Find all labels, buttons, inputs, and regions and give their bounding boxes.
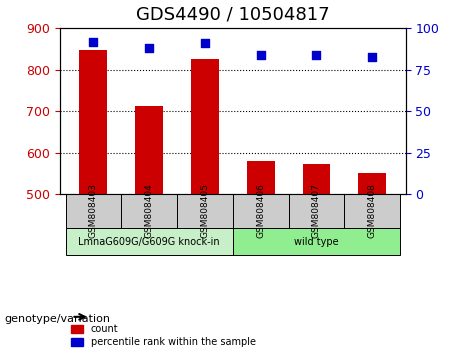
Point <box>90 39 97 44</box>
Point <box>257 52 264 58</box>
FancyBboxPatch shape <box>121 194 177 228</box>
FancyBboxPatch shape <box>233 194 289 228</box>
FancyBboxPatch shape <box>289 194 344 228</box>
Text: GSM808408: GSM808408 <box>368 183 377 238</box>
FancyBboxPatch shape <box>177 194 233 228</box>
Bar <box>191 59 219 194</box>
Text: GSM808405: GSM808405 <box>201 183 209 238</box>
Point <box>368 54 376 59</box>
Point <box>146 45 153 51</box>
Bar <box>358 173 386 194</box>
Point <box>201 40 209 46</box>
Title: GDS4490 / 10504817: GDS4490 / 10504817 <box>136 6 330 24</box>
Text: genotype/variation: genotype/variation <box>5 314 111 324</box>
Legend: count, percentile rank within the sample: count, percentile rank within the sample <box>70 322 258 349</box>
Text: GSM808407: GSM808407 <box>312 183 321 238</box>
FancyBboxPatch shape <box>233 228 400 255</box>
FancyBboxPatch shape <box>344 194 400 228</box>
Text: LmnaG609G/G609G knock-in: LmnaG609G/G609G knock-in <box>78 236 220 246</box>
Text: GSM808404: GSM808404 <box>145 183 154 238</box>
Point <box>313 52 320 58</box>
Text: GSM808403: GSM808403 <box>89 183 98 238</box>
Bar <box>302 164 331 194</box>
FancyBboxPatch shape <box>65 228 233 255</box>
Bar <box>135 106 163 194</box>
FancyBboxPatch shape <box>65 194 121 228</box>
Bar <box>79 50 107 194</box>
Text: GSM808406: GSM808406 <box>256 183 265 238</box>
Text: wild type: wild type <box>294 236 339 246</box>
Bar <box>247 161 275 194</box>
